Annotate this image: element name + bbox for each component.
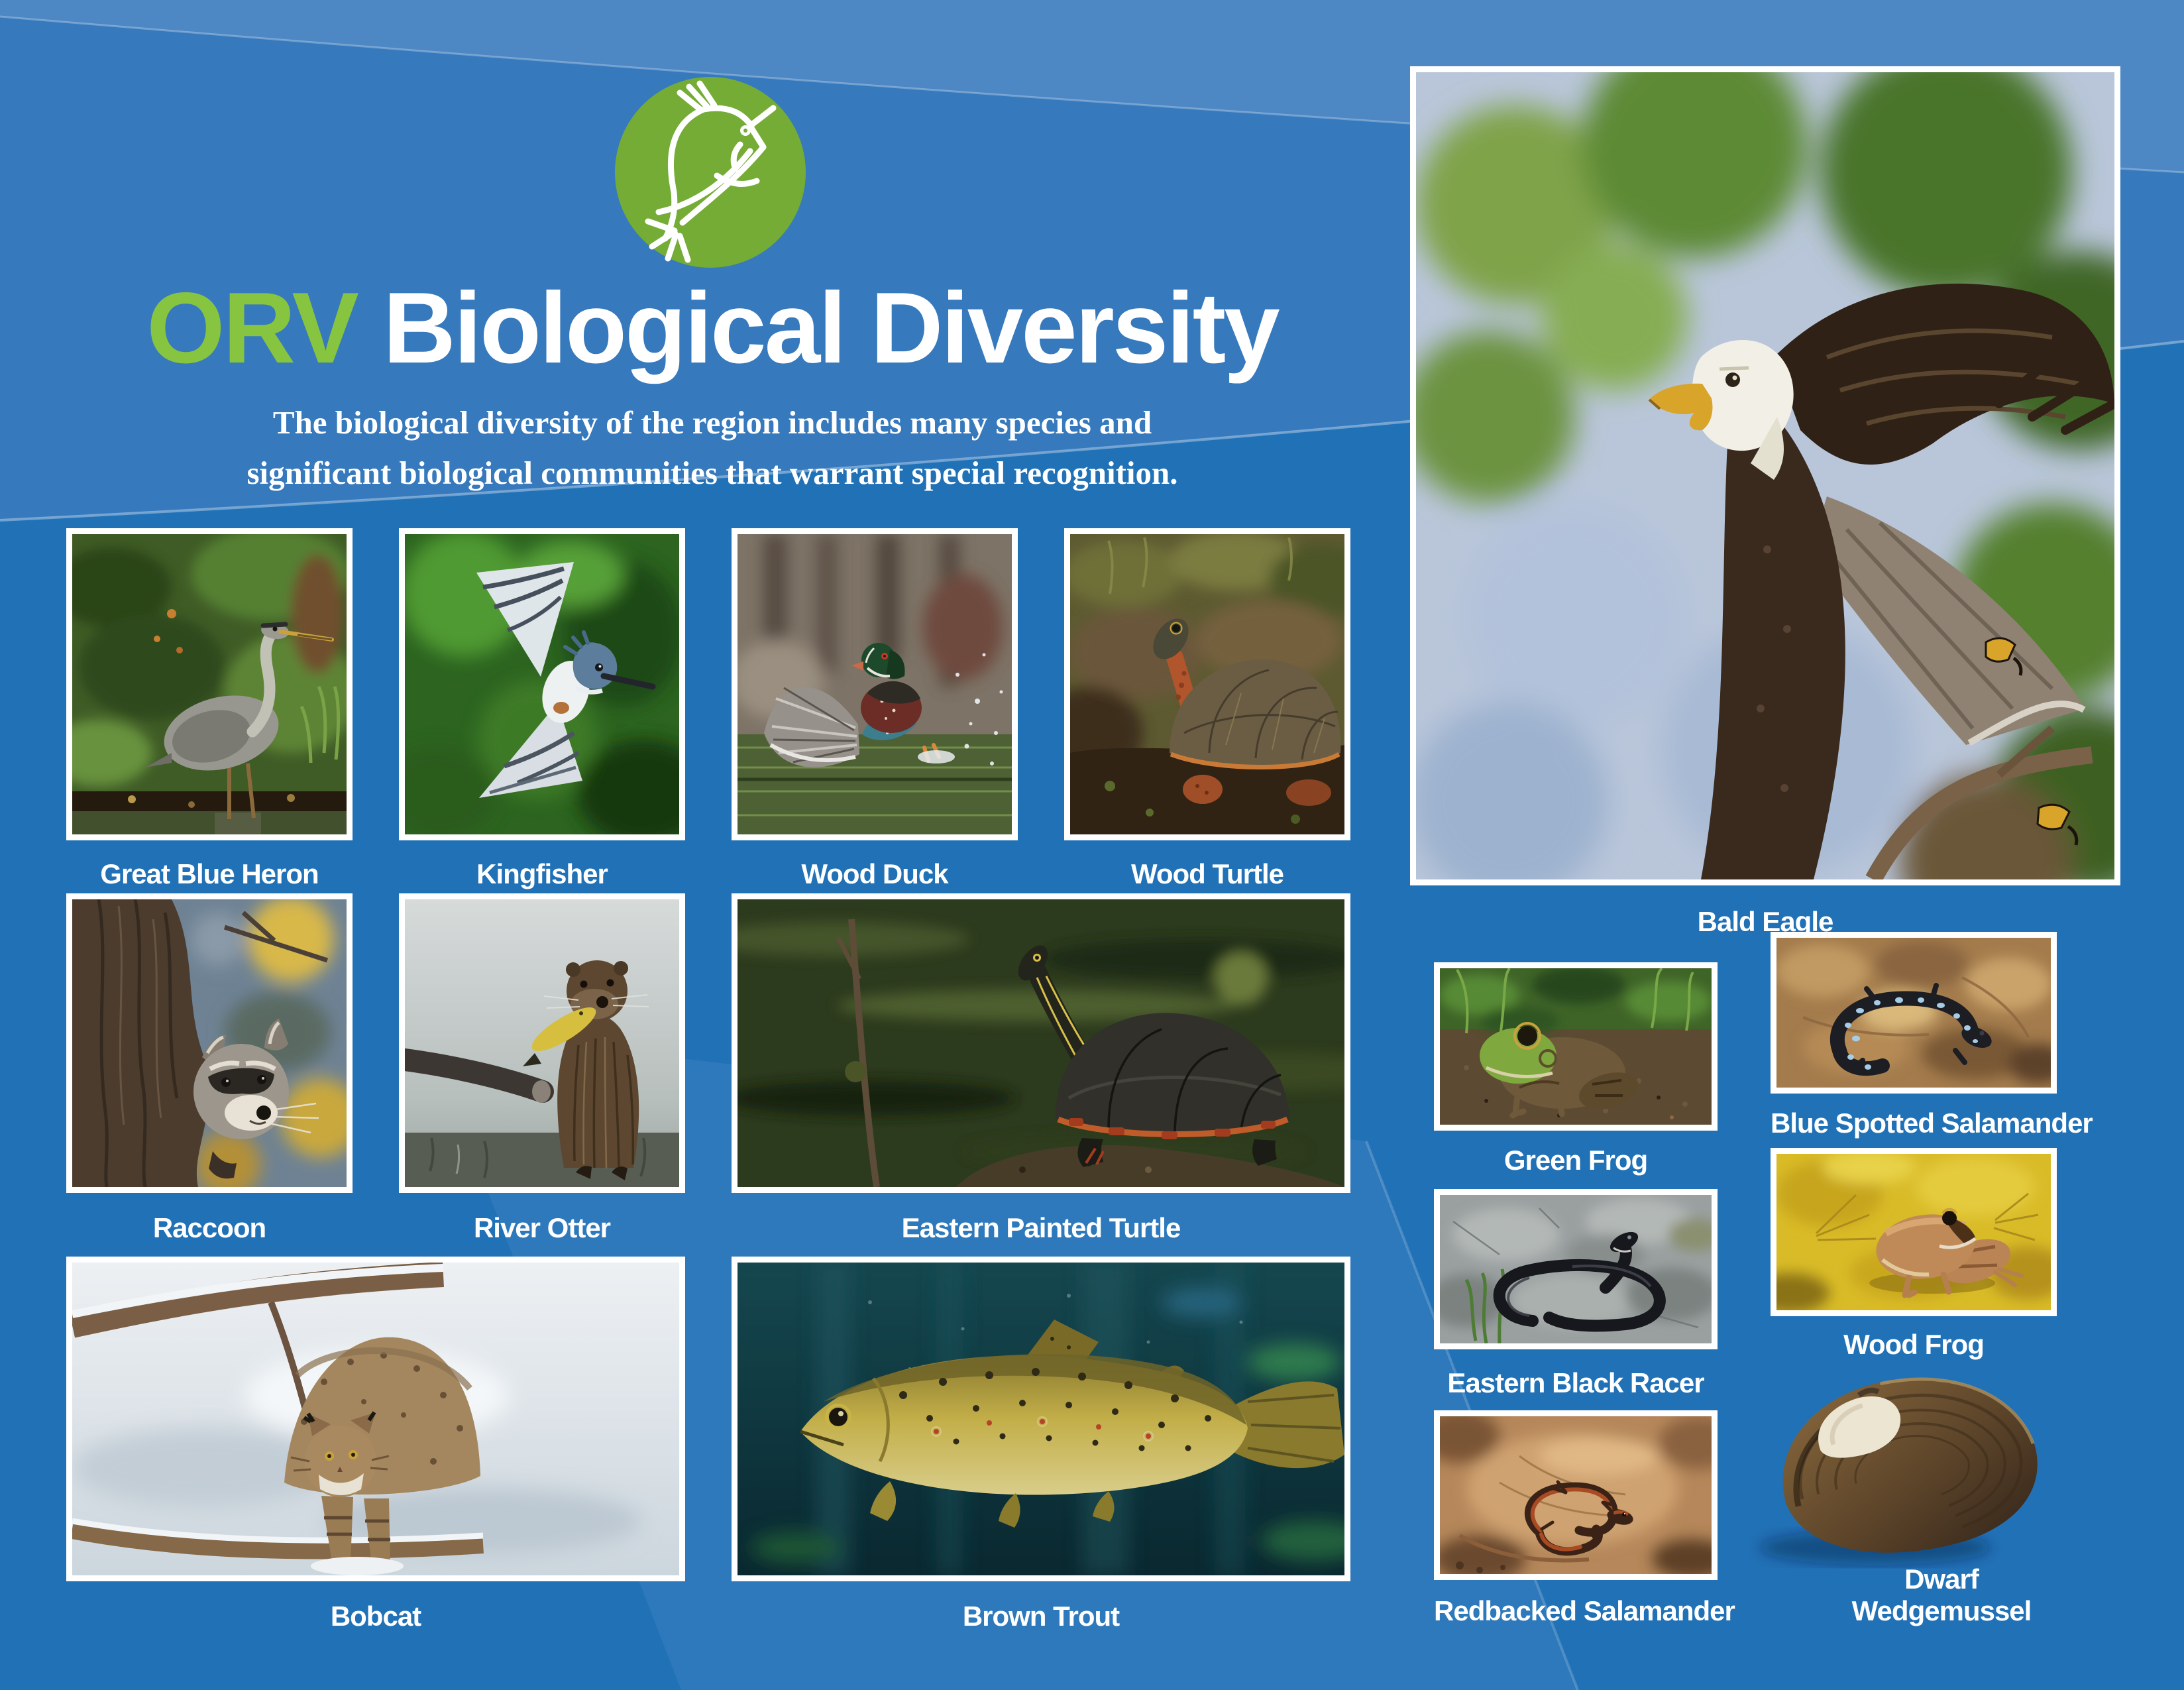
- photo-raccoon: [66, 893, 353, 1193]
- caption-blue-spotted-salamander: Blue Spotted Salamander: [1771, 1107, 2093, 1139]
- caption-wood-frog: Wood Frog: [1843, 1329, 1985, 1360]
- subtitle-line2: significant biological communities that …: [246, 455, 1178, 491]
- photo-great-blue-heron: [66, 528, 353, 840]
- caption-eastern-black-racer: Eastern Black Racer: [1447, 1367, 1704, 1398]
- caption-kingfisher: Kingfisher: [476, 858, 608, 889]
- title-orv: ORV: [146, 272, 359, 384]
- photo-brown-trout: [732, 1257, 1350, 1581]
- photo-river-otter: [399, 893, 685, 1193]
- caption-wood-duck: Wood Duck: [801, 858, 948, 889]
- caption-green-frog: Green Frog: [1503, 1145, 1648, 1176]
- page-title: ORV Biological Diversity: [0, 270, 1425, 386]
- caption-bobcat: Bobcat: [330, 1601, 421, 1632]
- caption-bald-eagle: Bald Eagle: [1697, 906, 1834, 937]
- photo-wood-frog: [1771, 1148, 2057, 1316]
- page-subtitle: The biological diversity of the region i…: [0, 398, 1425, 498]
- photo-kingfisher: [399, 528, 685, 840]
- photo-redbacked-salamander: [1434, 1410, 1718, 1580]
- photo-dwarf-wedgemussel: [1759, 1377, 2038, 1565]
- caption-great-blue-heron: Great Blue Heron: [100, 858, 319, 889]
- caption-river-otter: River Otter: [473, 1212, 611, 1243]
- photo-green-frog: [1434, 962, 1718, 1131]
- photo-bald-eagle: [1410, 66, 2120, 885]
- fish-icon: [615, 77, 806, 268]
- photo-blue-spotted-salamander: [1771, 932, 2057, 1094]
- subtitle-line1: The biological diversity of the region i…: [272, 404, 1152, 441]
- title-rest: Biological Diversity: [383, 272, 1280, 384]
- caption-dwarf-wedgemussel-line1: Dwarf: [1904, 1563, 1979, 1595]
- photo-eastern-black-racer: [1434, 1189, 1718, 1349]
- caption-redbacked-salamander: Redbacked Salamander: [1434, 1595, 1735, 1626]
- caption-dwarf-wedgemussel-line2: Wedgemussel: [1851, 1595, 2032, 1626]
- photo-wood-duck: [732, 528, 1018, 840]
- photo-eastern-painted-turtle: [732, 893, 1350, 1193]
- photo-wood-turtle: [1064, 528, 1350, 840]
- caption-eastern-painted-turtle: Eastern Painted Turtle: [901, 1212, 1181, 1243]
- caption-brown-trout: Brown Trout: [962, 1601, 1120, 1632]
- caption-raccoon: Raccoon: [152, 1212, 266, 1243]
- caption-wood-turtle: Wood Turtle: [1130, 858, 1284, 889]
- photo-bobcat: [66, 1257, 685, 1581]
